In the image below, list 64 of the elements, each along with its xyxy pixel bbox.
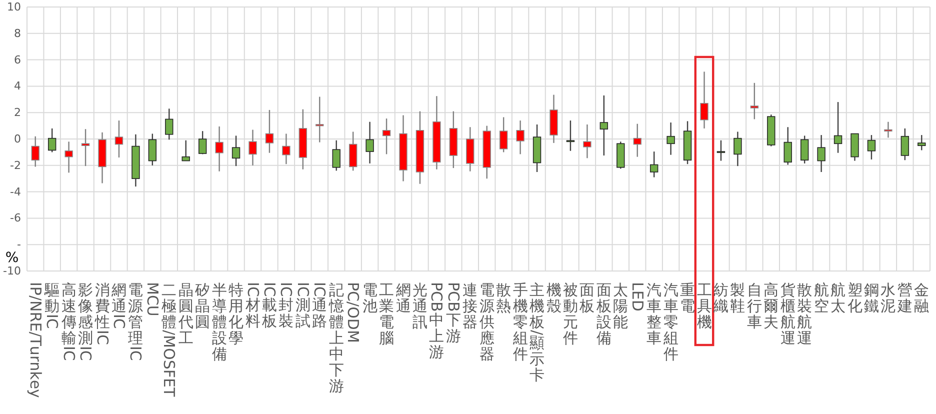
x-tick-label: 貨櫃航運 [780, 281, 796, 347]
x-tick-label: 記憶體上中下游 [328, 281, 344, 395]
x-tick-label: 水泥 [880, 281, 896, 315]
x-tick-label: 散裝航運 [797, 281, 812, 347]
x-tick-label: 網通 [396, 281, 411, 315]
x-tick-label: IC材料 [244, 282, 262, 330]
x-tick-label: 面板設備 [596, 281, 612, 347]
x-tick-label: 驅動IC [43, 281, 62, 329]
x-tick-label: IC封裝 [277, 282, 296, 330]
y-tick-label: 8 [14, 26, 21, 40]
x-tick-label: 航太 [830, 281, 846, 315]
x-tick-label: 電源供應器 [479, 281, 494, 363]
x-tick-label: 主機板/顯示卡 [528, 281, 546, 384]
x-tick-label: 汽車零組件 [663, 281, 678, 363]
x-tick-label: IP/NRE/Turnkey [26, 282, 44, 398]
x-tick-label: 自行車 [746, 281, 762, 331]
x-tick-label: PCB下游 [444, 282, 462, 345]
x-tick-label: 太陽能 [613, 281, 628, 331]
x-tick-label: 消費性IC [93, 281, 112, 345]
x-tick-label: PCB中上游 [428, 282, 446, 361]
y-tick-label: -2 [10, 158, 21, 172]
x-tick-label: 網通IC [110, 281, 128, 329]
x-tick-label: 汽車整車 [646, 281, 662, 347]
x-tick-label: 製鞋 [730, 281, 746, 315]
y-axis-title: % [5, 250, 19, 266]
x-tick-label: 高爾夫 [764, 281, 779, 331]
x-tick-label: IC通路 [310, 282, 329, 330]
y-tick-label: 6 [14, 53, 21, 66]
x-tick-label: 工具機 [696, 281, 712, 331]
x-tick-label: 被動元件 [562, 281, 578, 347]
x-tick-label: LED [628, 282, 646, 312]
x-tick-label: MCU [143, 282, 162, 316]
x-tick-label: 電源管理IC [126, 281, 145, 361]
y-tick-label: -6 [10, 212, 21, 225]
x-tick-label: 影像感測IC [76, 281, 95, 361]
x-tick-label: 矽晶圓 [195, 281, 210, 331]
x-tick-label: 鋼鐵 [864, 281, 879, 315]
x-tick-label: 高速傳輸IC [60, 281, 78, 361]
y-tick-label: - [17, 238, 22, 252]
x-tick-label: 航空 [814, 281, 829, 315]
x-tick-label: IC載板 [260, 282, 278, 330]
x-tick-label: 半導體設備 [212, 281, 227, 363]
y-tick-label: 0 [14, 132, 21, 146]
y-tick-label: 2 [14, 106, 21, 120]
x-tick-label: 手機零組件 [512, 281, 528, 363]
y-tick-label: -4 [10, 185, 21, 198]
x-tick-label: 散熱 [496, 281, 512, 315]
x-tick-label: 塑化 [847, 281, 862, 315]
x-tick-label: 連接器 [462, 281, 478, 331]
x-tick-label: 金融 [914, 281, 930, 315]
x-tick-label: 特用化學 [228, 281, 244, 347]
x-tick-label: 面板 [580, 281, 595, 315]
x-tick-label: PC/ODM [344, 282, 362, 343]
x-tick-label: 營建 [897, 281, 912, 315]
x-tick-label: 機殼 [546, 281, 562, 315]
x-tick-label: 光通訊 [412, 281, 428, 331]
y-tick-label: -10 [3, 264, 21, 278]
x-tick-label: IC測試 [294, 282, 312, 330]
y-tick-label: 4 [14, 80, 21, 93]
x-tick-label: 二極體/MOSFET [160, 281, 178, 397]
x-tick-label: 電池 [362, 281, 378, 315]
y-tick-label: 10 [7, 0, 21, 14]
x-tick-label: 晶圓代工 [178, 281, 194, 347]
x-tick-label: 工業電腦 [379, 281, 394, 347]
